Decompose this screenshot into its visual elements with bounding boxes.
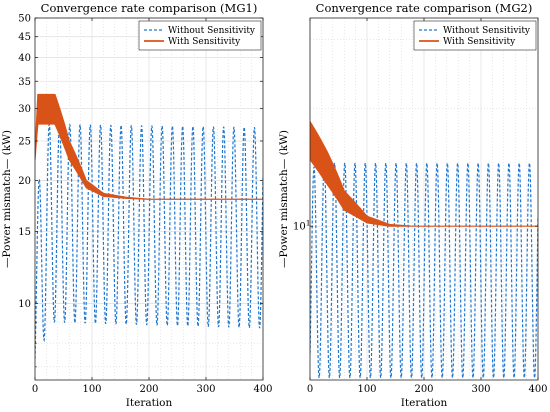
x-tick-label: 200 bbox=[414, 384, 433, 395]
chart-title: Convergence rate comparison (MG2) bbox=[316, 1, 533, 15]
x-tick-label: 200 bbox=[139, 384, 158, 395]
y-axis-label: —Power mismatch— (kW) bbox=[278, 130, 290, 268]
y-tick-label: 25 bbox=[18, 136, 31, 147]
y-tick-label: 35 bbox=[18, 77, 31, 88]
x-tick-label: 100 bbox=[357, 384, 376, 395]
y-tick-label: 20 bbox=[18, 176, 31, 187]
y-tick-label: 101 bbox=[293, 219, 311, 233]
chart-panel-1: 0 100 200 300 400 10 15 20 25 30 35 40 45 50 Convergen… bbox=[1, 1, 273, 409]
x-tick-label: 100 bbox=[82, 384, 101, 395]
y-tick-label: 15 bbox=[18, 227, 31, 238]
chart-title: Convergence rate comparison (MG1) bbox=[41, 1, 258, 15]
series-without-sensitivity-line bbox=[310, 162, 538, 379]
x-tick-label: 300 bbox=[196, 384, 215, 395]
x-tick-label: 300 bbox=[471, 384, 490, 395]
x-tick-label: 400 bbox=[528, 384, 547, 395]
legend-label: With Sensitivity bbox=[168, 37, 241, 47]
y-tick-label: 45 bbox=[18, 32, 31, 43]
legend-box bbox=[138, 20, 262, 51]
x-tick-label: 0 bbox=[32, 384, 38, 395]
y-tick-label: 30 bbox=[18, 104, 31, 115]
x-tick-label: 0 bbox=[307, 384, 313, 395]
y-axis-label: —Power mismatch— (kW) bbox=[1, 130, 13, 268]
y-tick-label: 40 bbox=[18, 53, 31, 64]
plot-series bbox=[35, 93, 263, 359]
x-tick-label: 400 bbox=[253, 384, 272, 395]
legend-label: Without Sensitivity bbox=[168, 26, 256, 36]
y-tick-label: 10 bbox=[18, 299, 31, 310]
x-axis-label: Iteration bbox=[401, 397, 448, 409]
x-axis-label: Iteration bbox=[126, 397, 173, 409]
legend-box bbox=[413, 20, 537, 51]
legend-label: Without Sensitivity bbox=[443, 26, 531, 36]
legend-label: With Sensitivity bbox=[443, 37, 516, 47]
y-tick-label: 50 bbox=[18, 14, 31, 25]
chart-panel-2: 0 100 200 300 400 101 Convergence rate compari… bbox=[278, 1, 548, 409]
series-with-sensitivity-band bbox=[35, 93, 263, 200]
